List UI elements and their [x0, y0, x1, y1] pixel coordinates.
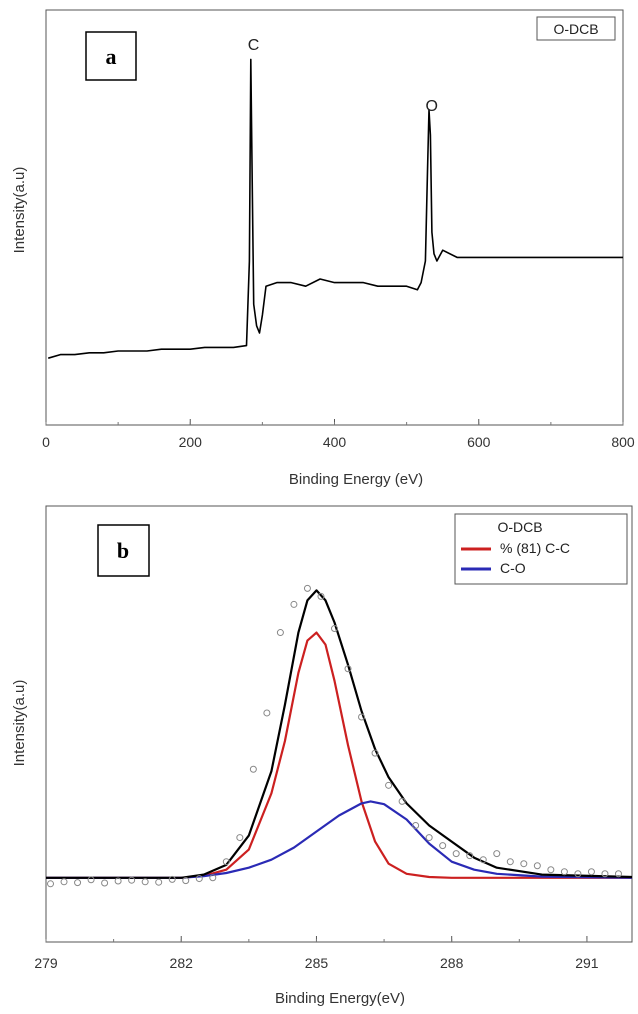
panel-b-letter: b	[117, 538, 129, 563]
peak-label: O	[425, 98, 437, 115]
data-point	[128, 876, 136, 884]
data-point	[385, 781, 393, 789]
legend-label: C-O	[500, 560, 526, 576]
data-point	[114, 877, 122, 885]
data-point	[303, 584, 311, 592]
data-point	[236, 834, 244, 842]
panel-a-annotations: CO	[248, 37, 438, 115]
data-point	[358, 713, 366, 721]
legend-label: % (81) C-C	[500, 540, 570, 556]
panel-a-letter: a	[106, 44, 117, 69]
panel-a-series	[47, 58, 623, 359]
data-point	[601, 870, 609, 878]
data-point	[412, 822, 420, 830]
series-line-envelope	[46, 589, 633, 879]
x-tick-label: 600	[467, 434, 491, 450]
data-point	[466, 852, 474, 860]
data-point	[506, 858, 514, 866]
data-point	[263, 709, 271, 717]
panel-b-y-axis-label: Intensity(a.u)	[11, 680, 28, 767]
panel-a-y-axis-label: Intensity(a.u)	[11, 167, 28, 254]
x-tick-label: 200	[179, 434, 203, 450]
panel-b-x-axis-label: Binding Energy(eV)	[275, 990, 405, 1007]
data-point	[547, 866, 555, 874]
data-point	[520, 860, 528, 868]
data-point	[493, 850, 501, 858]
data-point	[290, 600, 298, 608]
panel-a-legend-title: O-DCB	[553, 21, 598, 37]
series-line-c-o	[46, 800, 633, 879]
data-point	[168, 875, 176, 883]
panel-b-plot-frame	[45, 505, 633, 943]
panel-b-legend-title: O-DCB	[497, 519, 542, 535]
panel-b-legend-entries: % (81) C-C C-O	[461, 540, 570, 576]
data-point	[344, 665, 352, 673]
x-tick-label: 282	[170, 955, 194, 971]
panel-b-c1s-spectrum: b O-DCB % (81) C-C C-O Binding Energy(eV)…	[11, 505, 633, 1007]
data-point	[209, 874, 217, 882]
data-point	[182, 877, 190, 885]
data-point	[101, 879, 109, 887]
data-point	[560, 868, 568, 876]
panel-a-x-axis-label: Binding Energy (eV)	[289, 471, 423, 488]
series-line--81-c-c	[46, 631, 632, 879]
panel-a-survey-spectrum: a O-DCB Binding Energy (eV) Intensity(a.…	[11, 9, 635, 488]
data-point	[317, 592, 325, 600]
x-tick-label: 291	[575, 955, 599, 971]
series-line-envelope	[47, 58, 623, 359]
data-point	[60, 878, 68, 886]
data-point	[330, 625, 338, 633]
panel-a-legend-box	[536, 16, 616, 41]
data-point	[276, 629, 284, 637]
x-tick-label: 285	[305, 955, 329, 971]
x-tick-label: 288	[440, 955, 464, 971]
data-point	[587, 868, 595, 876]
data-point	[249, 765, 257, 773]
peak-label: C	[248, 37, 260, 54]
data-point	[47, 880, 55, 888]
data-point	[222, 858, 230, 866]
data-point	[398, 797, 406, 805]
x-tick-label: 279	[34, 955, 58, 971]
x-tick-label: 0	[42, 434, 50, 450]
data-point	[574, 870, 582, 878]
data-point	[479, 856, 487, 864]
data-point	[141, 878, 149, 886]
data-point	[74, 879, 82, 887]
panel-b-x-ticks: 279 282 285 288 291	[34, 936, 599, 971]
data-point	[195, 875, 203, 883]
data-point	[614, 870, 622, 878]
x-tick-label: 800	[611, 434, 635, 450]
panel-b-series	[46, 584, 633, 888]
panel-a-letter-box	[85, 31, 137, 81]
data-point	[371, 749, 379, 757]
panel-a-x-ticks: 0 200 400 600 800	[42, 419, 635, 450]
x-tick-label: 400	[323, 434, 347, 450]
data-point	[155, 878, 163, 886]
data-point	[87, 876, 95, 884]
data-point	[533, 862, 541, 870]
data-point	[425, 834, 433, 842]
data-point	[439, 842, 447, 850]
panel-b-letter-box	[97, 524, 150, 577]
data-point	[452, 850, 460, 858]
